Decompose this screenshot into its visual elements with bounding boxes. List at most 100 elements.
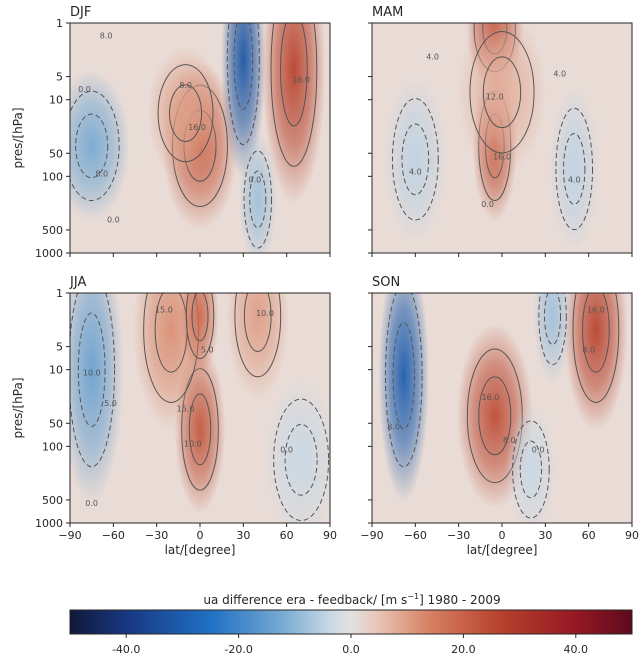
contour-line bbox=[563, 132, 586, 205]
x-tick-label: 90 bbox=[625, 529, 639, 542]
x-tick-label: 90 bbox=[323, 529, 337, 542]
y-tick-label: 100 bbox=[42, 170, 63, 183]
field-anomaly bbox=[226, 293, 290, 401]
field-anomaly bbox=[70, 69, 130, 222]
field-anomaly bbox=[262, 375, 330, 523]
field-anomaly bbox=[70, 293, 124, 505]
contour-label: 16.0 bbox=[292, 76, 310, 85]
x-tick-label: 0 bbox=[197, 529, 204, 542]
x-tick-label: −30 bbox=[447, 529, 470, 542]
x-tick-label: 0 bbox=[499, 529, 506, 542]
field-anomaly bbox=[262, 23, 326, 205]
y-axis-label: pres/[hPa] bbox=[11, 378, 25, 439]
contour-label: 8.0 bbox=[582, 346, 595, 355]
x-tick-label: −60 bbox=[404, 529, 427, 542]
contour-label: 0.0 bbox=[481, 200, 494, 209]
x-tick-label: 30 bbox=[236, 529, 250, 542]
panel-title: JJA bbox=[69, 275, 86, 290]
contour-line bbox=[169, 84, 203, 143]
contour-line bbox=[572, 293, 620, 403]
y-tick-label: 10 bbox=[49, 94, 63, 107]
colorbar-tick-label: -40.0 bbox=[112, 643, 140, 656]
x-tick-label: 60 bbox=[280, 529, 294, 542]
contour-line bbox=[270, 23, 318, 167]
contour-label: 0.0 bbox=[280, 445, 293, 454]
contour-line bbox=[538, 293, 567, 366]
contour-line bbox=[478, 376, 512, 456]
contour-line bbox=[280, 23, 308, 127]
contour-line bbox=[243, 293, 272, 352]
contour-label: 16.0 bbox=[587, 306, 605, 315]
y-tick-label: 1 bbox=[56, 287, 63, 300]
field-layer: 15.0 10.0 5.0 5.0 15.0 10.0 10.0 0.0 0.0 bbox=[70, 293, 330, 523]
contour-label: 5.0 bbox=[104, 399, 117, 408]
field-anomaly bbox=[457, 23, 547, 177]
field-layer: 8.0 0.0 8.0 16.0 8.0 16.0 0.0 0.0 bbox=[70, 23, 326, 253]
x-tick-label: −30 bbox=[145, 529, 168, 542]
contour-label: 5.0 bbox=[201, 346, 214, 355]
contour-line bbox=[234, 293, 282, 378]
y-tick-label: 5 bbox=[56, 71, 63, 84]
contour-line bbox=[544, 293, 562, 345]
contour-line bbox=[77, 312, 106, 427]
contour-label: 0.0 bbox=[78, 85, 91, 94]
contour-line bbox=[512, 420, 550, 519]
contour-line bbox=[401, 123, 430, 196]
panels-layer: 8.00.08.016.08.016.00.00.0DJF15105010050… bbox=[11, 5, 639, 557]
contour-line bbox=[70, 293, 116, 468]
y-tick-label: 100 bbox=[42, 440, 63, 453]
x-axis-label: lat/[degree] bbox=[165, 543, 236, 557]
contour-label: 16.0 bbox=[482, 393, 500, 402]
panel-son: 16.0 8.0 8.0 16.0 8.0 0.0 SON −90 −60 −30 0 30 60 90 l… bbox=[360, 275, 639, 557]
colorbar-tick-label: 0.0 bbox=[342, 643, 360, 656]
contour-label: 10.0 bbox=[184, 439, 202, 448]
contour-label: 8.0 bbox=[179, 81, 192, 90]
contour-label: 0.0 bbox=[85, 499, 98, 508]
contour-line bbox=[519, 440, 543, 499]
field-anomaly bbox=[564, 293, 628, 431]
panel-mam: 4.0 4.0 4.0 4.0 12.0 16.0 0.0 MAM bbox=[368, 5, 633, 257]
x-axis-label: lat/[degree] bbox=[467, 543, 538, 557]
panel-title: MAM bbox=[372, 5, 403, 20]
contour-line bbox=[273, 398, 330, 522]
contour-label: 10.0 bbox=[83, 369, 101, 378]
y-tick-label: 50 bbox=[49, 147, 63, 160]
colorbar-tick-label: -20.0 bbox=[224, 643, 252, 656]
contour-label: 4.0 bbox=[568, 175, 581, 184]
contour-line bbox=[191, 293, 209, 342]
x-tick-label: 60 bbox=[582, 529, 596, 542]
contour-line bbox=[384, 293, 423, 468]
panel-title: DJF bbox=[70, 5, 91, 20]
contour-label: 8.0 bbox=[387, 422, 400, 431]
contour-label: 4.0 bbox=[426, 53, 439, 62]
contour-label: 16.0 bbox=[493, 152, 511, 161]
contour-line bbox=[233, 23, 254, 110]
y-tick-label: 1 bbox=[56, 17, 63, 30]
contour-label: 0.0 bbox=[107, 215, 120, 224]
field-anomaly bbox=[383, 74, 448, 244]
y-tick-label: 500 bbox=[42, 494, 63, 507]
field-anomaly bbox=[180, 293, 220, 376]
contour-label: 8.0 bbox=[100, 32, 113, 41]
contour-label: 0.0 bbox=[532, 445, 545, 454]
field-anomaly bbox=[147, 45, 224, 181]
field-anomaly bbox=[378, 293, 430, 503]
contour-line bbox=[284, 423, 318, 496]
field-layer: 16.0 8.0 8.0 16.0 8.0 0.0 bbox=[378, 293, 628, 523]
contour-line bbox=[243, 150, 273, 249]
contour-label: 10.0 bbox=[256, 309, 274, 318]
y-tick-label: 50 bbox=[49, 417, 63, 430]
contour-line bbox=[391, 98, 439, 221]
contour-label: 12.0 bbox=[486, 93, 504, 102]
y-tick-label: 5 bbox=[56, 341, 63, 354]
x-tick-label: −60 bbox=[102, 529, 125, 542]
field-anomaly bbox=[238, 131, 277, 253]
colorbar-label: ua difference era - feedback/ [m s−1] 19… bbox=[203, 592, 500, 607]
field-anomaly bbox=[548, 84, 600, 253]
x-tick-label: 30 bbox=[538, 529, 552, 542]
y-tick-label: 1000 bbox=[35, 517, 63, 530]
contour-label: 0.0 bbox=[249, 175, 262, 184]
x-tick-label: −90 bbox=[360, 529, 383, 542]
contour-line bbox=[392, 322, 415, 430]
